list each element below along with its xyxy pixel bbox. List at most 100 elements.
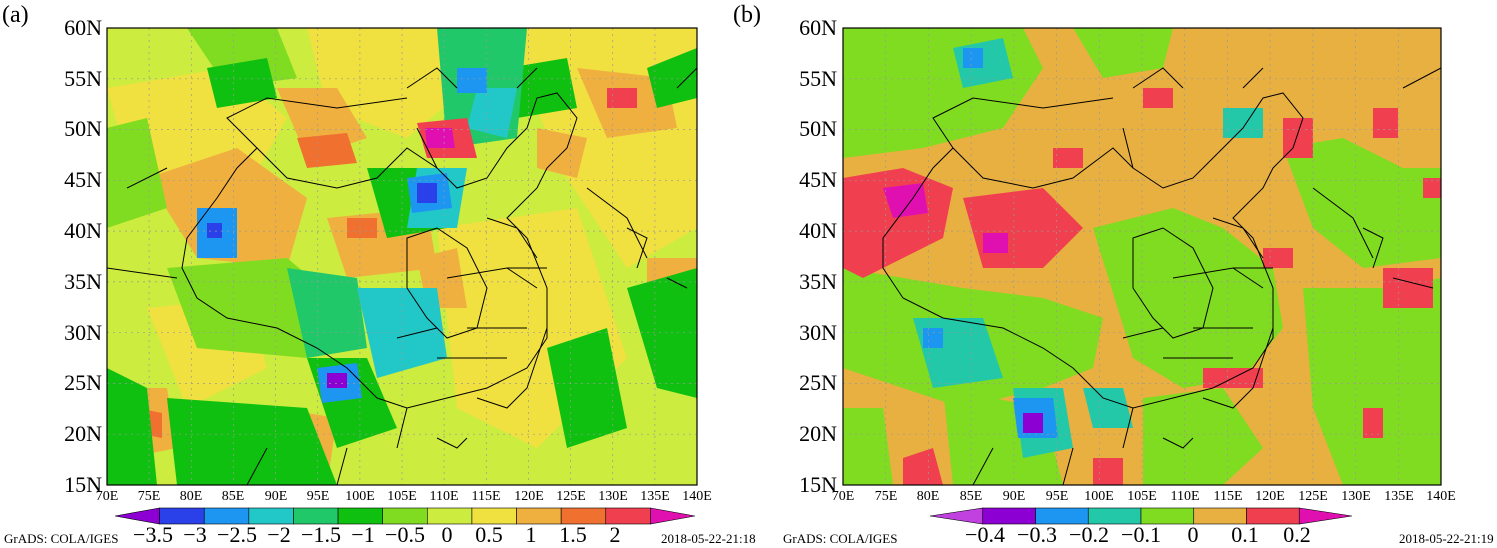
- graticule: [843, 28, 1441, 485]
- lon-label: 120E: [514, 489, 544, 504]
- field-patch: [923, 328, 943, 348]
- boundaries: [882, 67, 1441, 485]
- colorbar-label: −0.4: [965, 522, 1005, 547]
- graticule: [107, 28, 697, 485]
- credit-text: GrADS: COLA/IGES: [4, 531, 119, 546]
- lat-label: 35N: [799, 269, 837, 294]
- colorbar-segment: [516, 507, 562, 525]
- lat-label: 35N: [64, 269, 102, 294]
- colorbar: [929, 507, 1353, 525]
- lat-label: 55N: [64, 66, 102, 91]
- lon-label: 75E: [874, 489, 898, 504]
- field-patch: [843, 408, 893, 485]
- map-plot: [842, 27, 1442, 486]
- colorbar-label: −0.3: [1017, 522, 1057, 547]
- colorbar-label: −2.5: [217, 522, 257, 547]
- field-patch: [1223, 108, 1263, 138]
- lat-label: 25N: [64, 370, 102, 395]
- lat-label: 45N: [64, 167, 102, 192]
- field-patch: [903, 448, 943, 485]
- map-plot: [106, 27, 698, 486]
- colorbar-cap-right: [650, 507, 696, 525]
- field-patch: [1263, 248, 1293, 268]
- colorbar-label: 0.2: [1283, 522, 1311, 547]
- lon-label: 90E: [264, 489, 288, 504]
- colorbar-label: 2: [609, 522, 621, 547]
- lon-label: 85E: [959, 489, 983, 504]
- field-patch: [1363, 408, 1383, 438]
- field-patch: [1093, 208, 1283, 388]
- field-patch: [1093, 458, 1123, 485]
- field-patch: [1383, 268, 1433, 308]
- lon-label: 90E: [1002, 489, 1026, 504]
- credit-text: GrADS: COLA/IGES: [783, 531, 898, 546]
- panel-tag: (b): [733, 2, 761, 28]
- lon-label: 140E: [1426, 489, 1456, 504]
- lon-label: 130E: [598, 489, 628, 504]
- colorbar-label: 1: [525, 522, 537, 547]
- lon-label: 105E: [387, 489, 417, 504]
- field-patch: [1023, 413, 1043, 433]
- lon-label: 140E: [682, 489, 712, 504]
- lon-label: 70E: [95, 489, 119, 504]
- field-patch: [843, 168, 953, 278]
- lon-label: 115E: [1213, 489, 1243, 504]
- field-patch: [167, 398, 337, 485]
- colorbar-label: −1.5: [301, 522, 341, 547]
- field-patch: [107, 368, 157, 485]
- lat-label: 40N: [64, 218, 102, 243]
- lon-label: 120E: [1255, 489, 1285, 504]
- colorbar-label: −3.5: [133, 522, 173, 547]
- lon-label: 110E: [1170, 489, 1200, 504]
- field-patch: [467, 88, 517, 138]
- field-patch: [983, 233, 1008, 253]
- lon-label: 105E: [1127, 489, 1157, 504]
- field-patch: [347, 218, 377, 238]
- boundaries: [107, 67, 697, 485]
- colorbar-label: 0.5: [475, 522, 503, 547]
- field-patch: [207, 223, 222, 238]
- colorbar-label: 0: [1187, 522, 1199, 547]
- panel-b: (b): [733, 0, 1497, 548]
- lon-label: 125E: [1298, 489, 1328, 504]
- colorbar-label: −2: [267, 522, 291, 547]
- field-patch: [1303, 278, 1441, 485]
- field-patch: [647, 48, 697, 108]
- lon-label: 100E: [1084, 489, 1114, 504]
- colorbar: [114, 507, 696, 525]
- field-patch: [507, 58, 577, 118]
- lat-label: 45N: [799, 167, 837, 192]
- colorbar-label: 1.5: [559, 522, 587, 547]
- lon-label: 115E: [471, 489, 501, 504]
- panel-a: (a): [0, 0, 756, 548]
- colorbar-cap-right: [1298, 507, 1353, 525]
- lon-label: 85E: [221, 489, 245, 504]
- field-patch: [1373, 108, 1398, 138]
- field-patch: [607, 88, 637, 108]
- field-patch: [1073, 28, 1173, 78]
- field-patch: [1143, 88, 1173, 108]
- lat-label: 30N: [799, 320, 837, 345]
- lat-label: 55N: [799, 66, 837, 91]
- field-patch: [417, 183, 437, 203]
- field-patch: [107, 118, 167, 228]
- field-patch: [627, 268, 697, 398]
- timestamp-text: 2018-05-22-21:18: [661, 531, 756, 546]
- lon-label: 70E: [831, 489, 855, 504]
- field-patch: [327, 373, 347, 388]
- lon-label: 135E: [640, 489, 670, 504]
- field-patch: [1143, 388, 1263, 485]
- colorbar-label: −0.1: [1121, 522, 1161, 547]
- timestamp-text: 2018-05-22-21:19: [1399, 531, 1494, 546]
- field-patch: [547, 328, 627, 448]
- colorbar-label: 0.1: [1231, 522, 1259, 547]
- field-patch: [1053, 148, 1083, 168]
- lon-label: 125E: [556, 489, 586, 504]
- lon-label: 100E: [345, 489, 375, 504]
- panel-tag: (a): [2, 2, 29, 28]
- field-patch: [963, 48, 983, 68]
- colorbar-label: 0: [441, 522, 453, 547]
- colorbar-label: −1: [351, 522, 375, 547]
- lon-label: 95E: [306, 489, 330, 504]
- lat-label: 25N: [799, 370, 837, 395]
